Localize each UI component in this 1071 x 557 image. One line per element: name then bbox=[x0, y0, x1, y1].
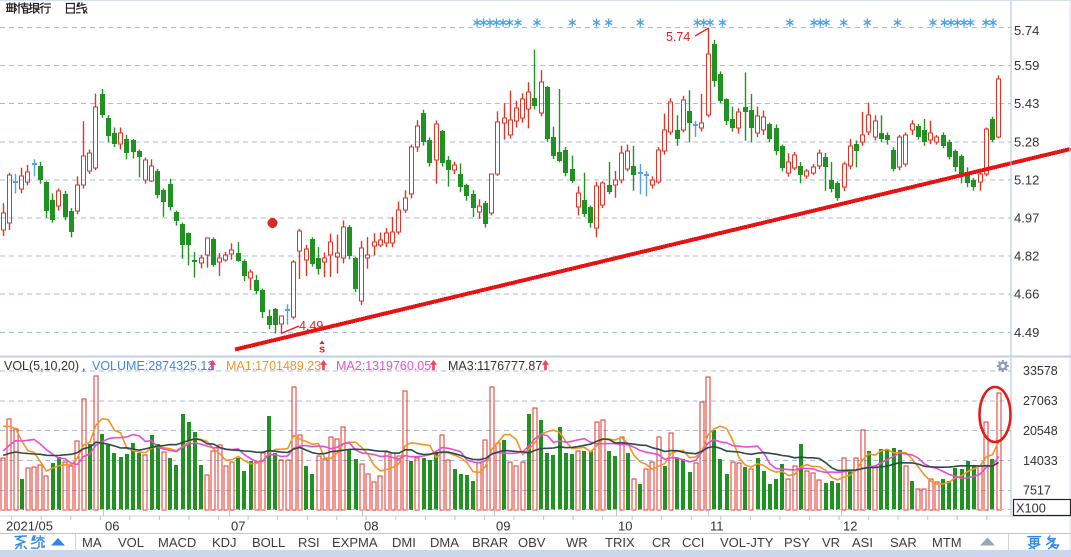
svg-text:4.97: 4.97 bbox=[1014, 211, 1039, 226]
svg-text:MA: MA bbox=[82, 535, 102, 550]
svg-text:VOL(5,10,20): VOL(5,10,20) bbox=[4, 359, 79, 373]
svg-text:5.74: 5.74 bbox=[1014, 23, 1039, 38]
svg-text:20548: 20548 bbox=[1023, 424, 1058, 438]
svg-text:BRAR: BRAR bbox=[472, 535, 508, 550]
svg-text:MACD: MACD bbox=[158, 535, 196, 550]
svg-text:OBV: OBV bbox=[518, 535, 546, 550]
svg-text:MTM: MTM bbox=[932, 535, 962, 550]
svg-text:,: , bbox=[82, 359, 85, 373]
svg-text:5.59: 5.59 bbox=[1014, 58, 1039, 73]
svg-text:10: 10 bbox=[618, 519, 632, 534]
svg-text:09: 09 bbox=[496, 519, 510, 534]
svg-text:WR: WR bbox=[566, 535, 588, 550]
svg-text:14033: 14033 bbox=[1023, 454, 1058, 468]
svg-text:27063: 27063 bbox=[1023, 394, 1058, 408]
svg-text:TRIX: TRIX bbox=[605, 535, 635, 550]
svg-text:DMA: DMA bbox=[430, 535, 459, 550]
svg-text:08: 08 bbox=[364, 519, 378, 534]
svg-text:EXPMA: EXPMA bbox=[332, 535, 378, 550]
svg-text:CCI: CCI bbox=[682, 535, 704, 550]
svg-text:BOLL: BOLL bbox=[252, 535, 285, 550]
svg-text:4.66: 4.66 bbox=[1014, 287, 1039, 302]
svg-text:VOL-JTY: VOL-JTY bbox=[720, 535, 774, 550]
svg-text:X100: X100 bbox=[1016, 501, 1046, 516]
svg-text:MA2:1319760.05: MA2:1319760.05 bbox=[336, 359, 431, 373]
svg-text:5.43: 5.43 bbox=[1014, 96, 1039, 111]
svg-text:4.49: 4.49 bbox=[1014, 325, 1039, 340]
svg-text:ASI: ASI bbox=[852, 535, 873, 550]
svg-text:RSI: RSI bbox=[298, 535, 320, 550]
svg-text:12: 12 bbox=[843, 519, 857, 534]
svg-text:VOLUME:2874325.12: VOLUME:2874325.12 bbox=[92, 359, 214, 373]
svg-text:CR: CR bbox=[652, 535, 671, 550]
svg-text:VR: VR bbox=[822, 535, 840, 550]
svg-text:MA3:1176777.87: MA3:1176777.87 bbox=[448, 359, 542, 373]
svg-text:SAR: SAR bbox=[890, 535, 917, 550]
svg-text:06: 06 bbox=[105, 519, 119, 534]
svg-text:07: 07 bbox=[231, 519, 245, 534]
svg-text:MA1:1701489.23: MA1:1701489.23 bbox=[226, 359, 321, 373]
svg-text:7517: 7517 bbox=[1023, 484, 1051, 498]
svg-text:5.74: 5.74 bbox=[666, 30, 690, 44]
svg-text:PSY: PSY bbox=[784, 535, 810, 550]
svg-text:VOL: VOL bbox=[118, 535, 144, 550]
svg-text:11: 11 bbox=[710, 519, 724, 534]
svg-text:KDJ: KDJ bbox=[212, 535, 237, 550]
svg-text:5.12: 5.12 bbox=[1014, 172, 1039, 187]
svg-text:4.82: 4.82 bbox=[1014, 249, 1039, 264]
svg-text:5.28: 5.28 bbox=[1014, 134, 1039, 149]
svg-text:33578: 33578 bbox=[1023, 364, 1058, 378]
svg-text:s: s bbox=[319, 344, 325, 356]
svg-text:2021/05: 2021/05 bbox=[6, 519, 53, 534]
svg-text:DMI: DMI bbox=[392, 535, 416, 550]
svg-text:4.49: 4.49 bbox=[299, 319, 323, 333]
